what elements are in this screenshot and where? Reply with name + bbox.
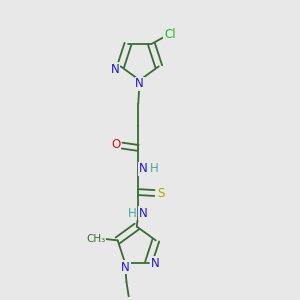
Text: N: N: [151, 257, 159, 270]
Text: Cl: Cl: [164, 28, 176, 41]
Text: N: N: [139, 162, 148, 175]
Text: H: H: [150, 162, 159, 175]
Text: O: O: [112, 139, 121, 152]
Text: N: N: [111, 63, 120, 76]
Text: N: N: [121, 261, 130, 274]
Text: S: S: [158, 187, 165, 200]
Text: N: N: [139, 206, 148, 220]
Text: H: H: [128, 206, 137, 220]
Text: CH₃: CH₃: [87, 234, 106, 244]
Text: N: N: [135, 77, 144, 90]
